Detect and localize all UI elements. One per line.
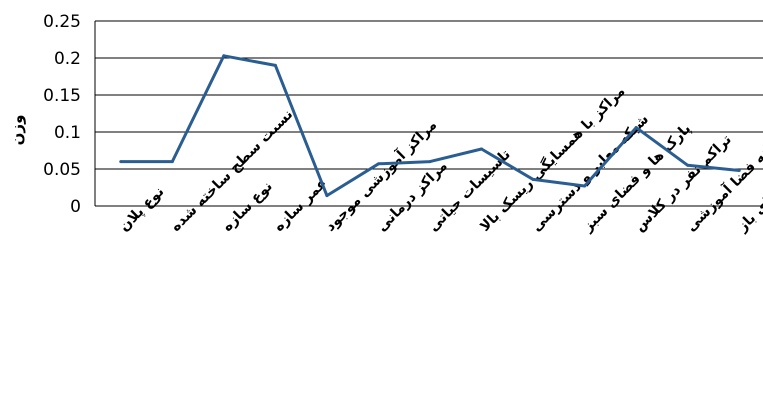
data-point [273, 63, 277, 67]
data-point [325, 194, 329, 198]
x-category-label: نوع پلان [116, 184, 167, 235]
y-tick-label: 0.05 [43, 160, 81, 180]
y-tick-label: 0 [70, 197, 81, 217]
y-axis-label: وزن [8, 115, 26, 146]
y-tick-label: 0.25 [43, 12, 81, 32]
data-point [737, 168, 741, 172]
data-point [428, 160, 432, 164]
data-point [376, 162, 380, 166]
y-tick-label: 0.1 [54, 123, 81, 143]
data-point [531, 177, 535, 181]
data-point [170, 160, 174, 164]
gridlines [95, 20, 763, 207]
x-category-label: تراکم نفر در کلاس [632, 132, 735, 235]
y-tick-label: 0.2 [54, 49, 81, 69]
data-point [119, 160, 123, 164]
series-points [119, 54, 741, 198]
data-point [480, 147, 484, 151]
data-point [583, 184, 587, 188]
data-point [686, 163, 690, 167]
y-axis-ticks: 0 0.05 0.1 0.15 0.2 0.25 [43, 12, 81, 217]
data-point [634, 126, 638, 130]
y-tick-label: 0.15 [43, 86, 81, 106]
data-point [222, 54, 226, 58]
x-category-label: نوع سازه [219, 178, 275, 234]
